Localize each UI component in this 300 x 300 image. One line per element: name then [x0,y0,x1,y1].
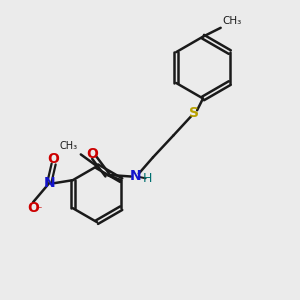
Text: O: O [27,201,39,214]
Text: O: O [48,152,60,166]
Text: N: N [130,169,141,184]
Text: O: O [86,147,98,161]
Text: N: N [44,176,55,190]
Text: CH₃: CH₃ [60,142,78,152]
Text: S: S [189,106,199,120]
Text: ⁻: ⁻ [35,205,42,218]
Text: H: H [143,172,152,185]
Text: CH₃: CH₃ [222,16,242,26]
